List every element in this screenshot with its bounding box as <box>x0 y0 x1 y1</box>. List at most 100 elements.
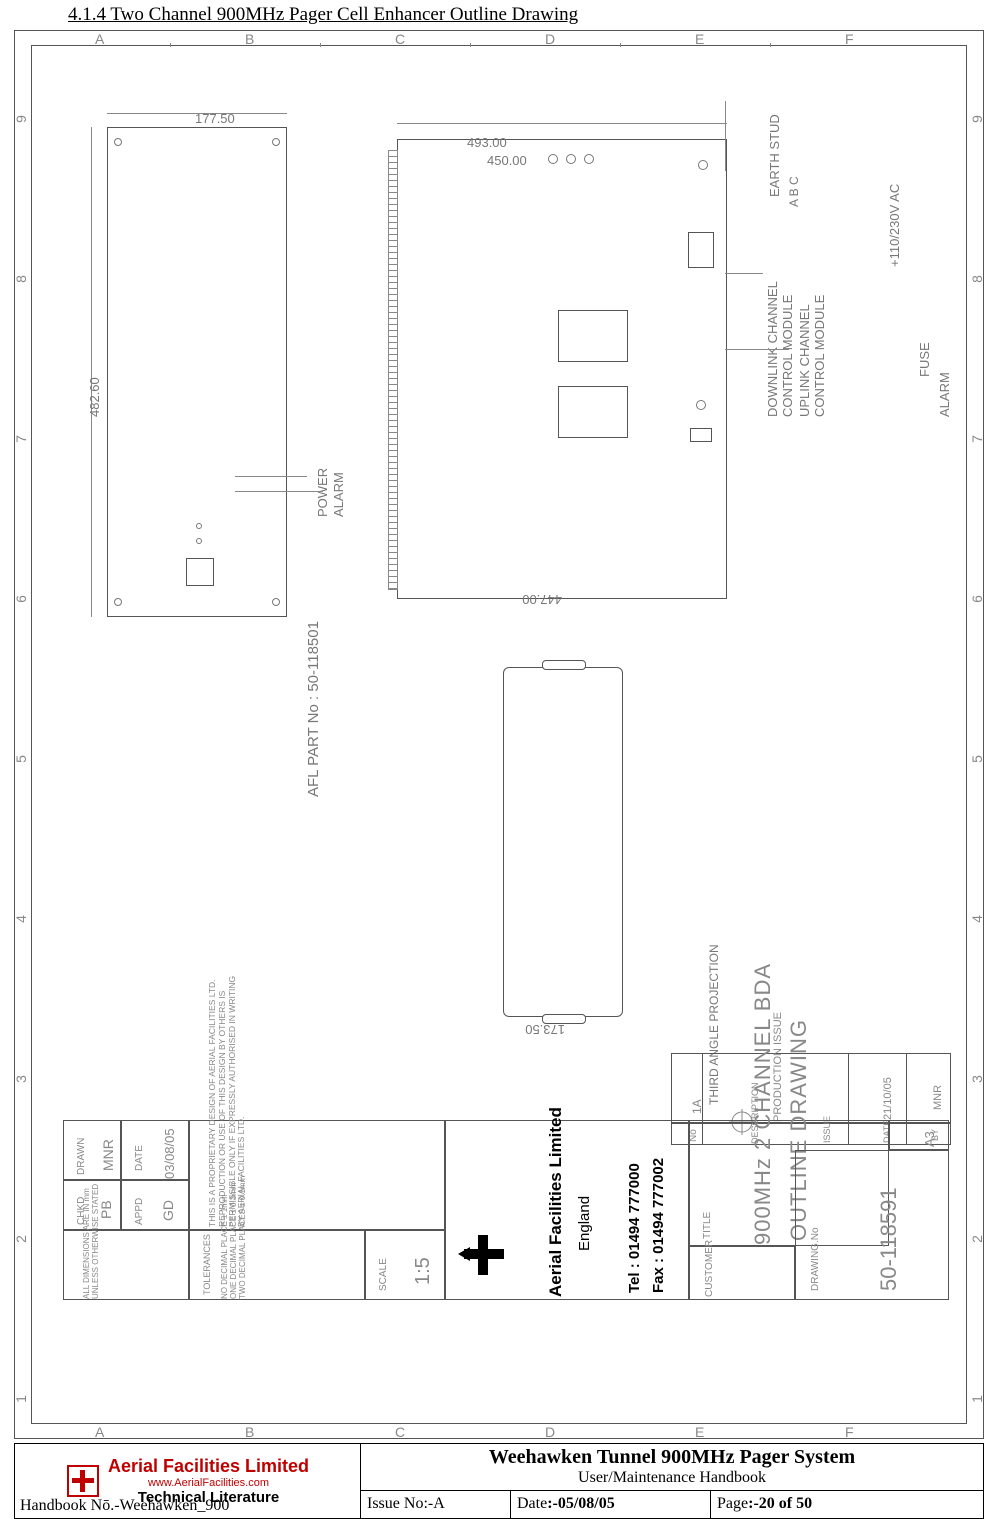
footer-page: Page:-20 of 50 <box>711 1490 984 1518</box>
connector <box>548 154 558 164</box>
tb-drawn: DRAWN MNR <box>63 1120 121 1180</box>
grid-letter-top: B <box>245 31 254 47</box>
grid-letter-top: F <box>845 31 854 47</box>
grid-number-right: 2 <box>969 1235 985 1243</box>
tb-date-lbl: DATE <box>134 1145 145 1171</box>
callout-alarm-top: ALARM <box>937 372 952 417</box>
tb-scale-val: 1:5 <box>412 1257 435 1285</box>
grid-tick <box>620 43 621 47</box>
led <box>196 538 202 544</box>
tb-dwgno-val: 50-118591 <box>876 1187 902 1291</box>
tb-customer: CUSTOMER <box>689 1246 795 1300</box>
grid-letter-bottom: F <box>845 1424 854 1440</box>
downlink-module <box>558 310 628 362</box>
grid-tick <box>170 43 171 47</box>
company-name: Aerial Facilities Limited <box>546 1107 566 1297</box>
drawing-sheet-border: A B C D E F A B C D E F 1 2 3 4 5 6 7 8 … <box>14 30 984 1439</box>
company-tel: Tel : 01494 777000 <box>626 1163 643 1293</box>
grid-number-right: 1 <box>969 1395 985 1403</box>
brand-plate <box>186 558 214 586</box>
grid-number-left: 5 <box>13 755 29 763</box>
tb-tol-lbl: TOLERANCES <box>202 1234 212 1295</box>
divider <box>702 1054 703 1122</box>
section-heading: 4.1.4 Two Channel 900MHz Pager Cell Enha… <box>68 4 578 26</box>
tb-tolerances: TOLERANCES NO DECIMAL PLACE ± 1mm ONE DE… <box>189 1230 365 1300</box>
dim-line <box>397 123 727 124</box>
led <box>196 523 202 529</box>
footer-date-lbl: Date <box>517 1495 547 1512</box>
leader-line <box>725 273 763 274</box>
grid-letter-top: E <box>695 31 704 47</box>
tb-scale-lbl: SCALE <box>378 1258 389 1291</box>
company-fax: Fax : 01494 777002 <box>650 1158 667 1293</box>
grid-tick <box>320 43 321 47</box>
tb-dwgno-lbl: DRAWING.No <box>810 1227 821 1291</box>
grid-letter-bottom: B <box>245 1424 254 1440</box>
grid-number-left: 6 <box>13 595 29 603</box>
footer-issue: Issue No:-A <box>361 1490 511 1518</box>
tb-title-line1: 900MHz 2 CHANNEL BDA <box>750 963 776 1245</box>
tb-scale: SCALE 1:5 <box>365 1230 445 1300</box>
divider <box>848 1054 849 1122</box>
callout-alarm-front: ALARM <box>331 472 346 517</box>
grid-tick <box>470 43 471 47</box>
footer-doc-title: Weehawken Tunnel 900MHz Pager System <box>367 1446 977 1469</box>
tb-customer-lbl: CUSTOMER <box>704 1240 715 1297</box>
grid-number-left: 2 <box>13 1235 29 1243</box>
company-loc: England <box>576 1196 593 1251</box>
tb-drawn-lbl: DRAWN <box>76 1138 87 1175</box>
leader-line <box>725 349 789 350</box>
tb-chkd-val: PB <box>98 1200 114 1219</box>
callout-earth: EARTH STUD <box>767 114 782 197</box>
grid-number-left: 1 <box>13 1395 29 1403</box>
company-logo <box>458 1229 512 1288</box>
tb-dims-note: ALL DIMENSIONS ARE IN mm UNLESS OTHERWIS… <box>63 1230 189 1300</box>
footer-page-lbl: Page <box>717 1495 748 1512</box>
dim-493: 493.00 <box>467 135 507 150</box>
leader-line <box>725 101 726 171</box>
grid-number-left: 4 <box>13 915 29 923</box>
mount-hole <box>114 598 122 606</box>
callout-abc: A B C <box>787 176 801 207</box>
footer-handbook: Handbook Nō.-Weehawken_900 <box>20 1497 229 1515</box>
grid-number-left: 7 <box>13 435 29 443</box>
tb-sheet-size: A3 <box>889 1120 949 1150</box>
grid-number-left: 9 <box>13 115 29 123</box>
callout-power: POWER <box>315 468 330 517</box>
grid-letter-bottom: E <box>695 1424 704 1440</box>
side-bracket <box>503 667 623 1017</box>
dim-line <box>91 127 92 617</box>
rear-view <box>397 139 727 599</box>
tb-drawing-no: DRAWING.No 50-118591 <box>795 1150 949 1300</box>
connector <box>566 154 576 164</box>
tb-title-lbl: TITLE <box>702 1212 713 1239</box>
callout-ac: +110/230V AC <box>887 184 902 267</box>
grid-letter-bottom: D <box>545 1424 555 1440</box>
mount-hole <box>114 138 122 146</box>
grid-number-left: 8 <box>13 275 29 283</box>
grid-number-left: 3 <box>13 1075 29 1083</box>
footer-url: www.AerialFacilities.com <box>108 1477 309 1489</box>
grid-letter-top: C <box>395 31 405 47</box>
handle <box>542 660 586 670</box>
tb-appd-lbl: APPD <box>134 1198 145 1225</box>
dim-482: 482.60 <box>87 377 102 417</box>
leader-line <box>235 491 323 492</box>
title-block: DRAWN MNR DATE 03/08/05 THIS IS A PROPRI… <box>63 1120 951 1410</box>
tb-dims-note-text: ALL DIMENSIONS ARE IN mm UNLESS OTHERWIS… <box>82 1184 100 1299</box>
mount-hole <box>272 598 280 606</box>
footer-brand: Aerial Facilities Limited <box>108 1456 309 1477</box>
grid-letter-top: A <box>95 31 104 47</box>
front-panel <box>107 127 287 617</box>
callout-uplink: UPLINK CHANNEL CONTROL MODULE <box>797 295 827 417</box>
tb-date: DATE 03/08/05 <box>121 1120 189 1180</box>
dim-173: 173.50 <box>525 1022 565 1037</box>
dim-177: 177.50 <box>195 111 235 126</box>
divider <box>906 1054 907 1122</box>
grid-tick <box>770 43 771 47</box>
tb-drawn-val: MNR <box>100 1139 116 1171</box>
connector <box>584 154 594 164</box>
tb-date-val: 03/08/05 <box>162 1128 177 1179</box>
part-number: AFL PART No : 50-118501 <box>305 621 322 797</box>
grid-letter-bottom: C <box>395 1424 405 1440</box>
